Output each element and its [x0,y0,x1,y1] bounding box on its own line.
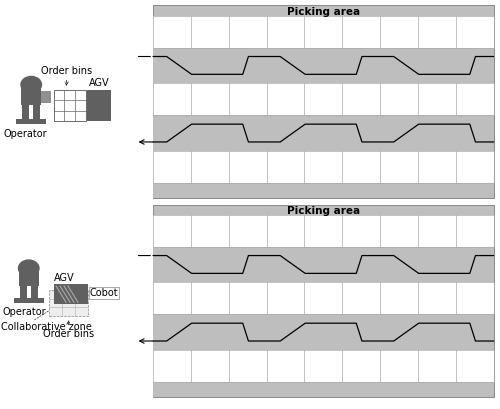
Bar [153,314,494,350]
Text: AGV: AGV [54,273,74,283]
Bar [153,16,494,47]
Circle shape [20,76,42,94]
Bar [19,270,38,286]
Bar [48,290,88,316]
Text: Picking area: Picking area [287,206,360,216]
Bar [153,204,494,398]
Text: Collaborative zone: Collaborative zone [2,322,92,332]
Text: Operator: Operator [4,128,48,139]
Bar [153,282,494,314]
Bar [153,247,494,282]
Bar [153,350,494,382]
Bar [54,284,88,304]
Bar [16,119,46,124]
Bar [22,104,29,119]
Bar [153,183,494,198]
Bar [87,90,111,121]
Circle shape [18,259,40,277]
Bar [153,382,494,398]
Bar [30,285,38,299]
Text: Order bins: Order bins [41,66,92,76]
Bar [22,87,41,105]
Text: Cobot: Cobot [90,288,118,298]
Text: Order bins: Order bins [43,329,94,339]
Bar [153,115,494,151]
Bar [153,83,494,115]
Bar [153,5,494,198]
Text: Picking area: Picking area [287,7,360,17]
Bar [153,215,494,247]
Text: Operator: Operator [2,307,46,317]
Bar [153,47,494,83]
Bar [20,285,26,299]
Bar [153,151,494,183]
Bar [14,298,44,303]
Text: AGV: AGV [88,78,109,88]
Bar [41,91,51,103]
Bar [33,104,40,119]
Bar [54,90,86,121]
